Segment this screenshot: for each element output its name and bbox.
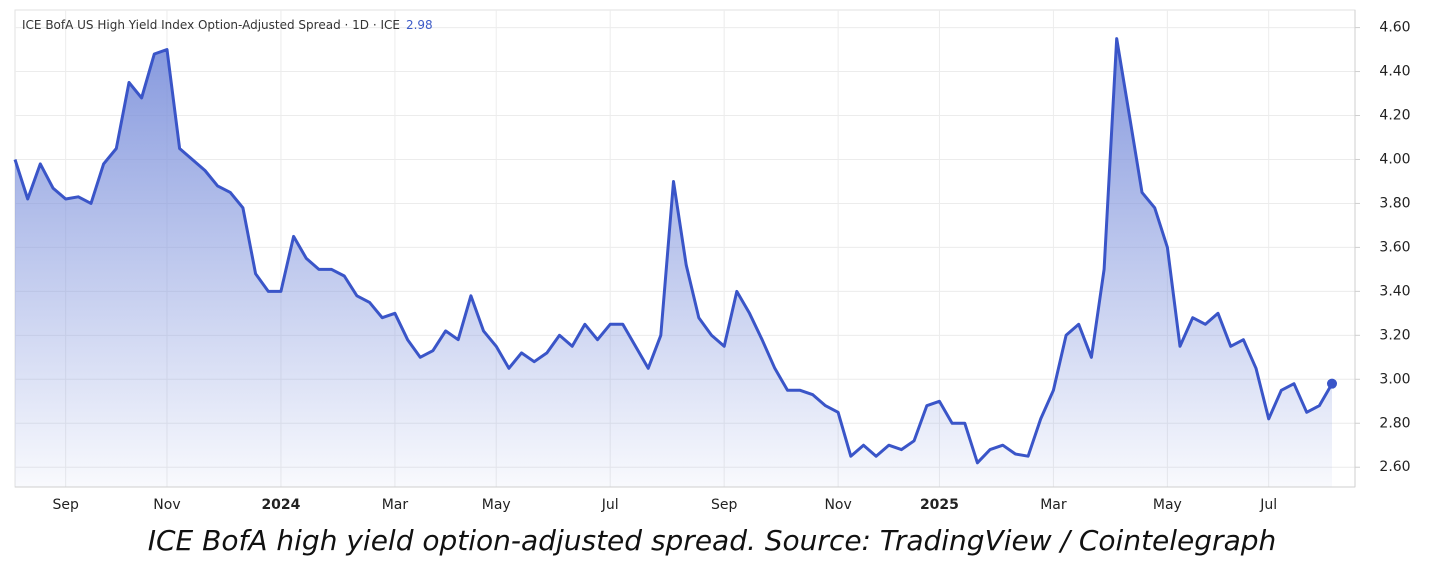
y-tick-label: 3.80 — [1379, 195, 1410, 211]
caption: ICE BofA high yield option-adjusted spre… — [148, 524, 1277, 557]
last-point — [1327, 378, 1337, 389]
y-tick-label: 4.20 — [1379, 108, 1410, 124]
y-tick-label: 2.80 — [1379, 415, 1410, 431]
chart-title: ICE BofA US High Yield Index Option-Adju… — [22, 18, 433, 32]
x-tick-label: 2024 — [261, 497, 300, 513]
x-tick-label: May — [1153, 497, 1182, 513]
x-tick-label: Nov — [153, 497, 180, 513]
y-tick-label: 3.40 — [1379, 283, 1410, 299]
x-tick-label: 2025 — [920, 497, 959, 513]
series-title: ICE BofA US High Yield Index Option-Adju… — [22, 18, 400, 32]
y-tick-label: 2.60 — [1379, 459, 1410, 475]
x-tick-label: Sep — [52, 497, 79, 513]
x-tick-label: Sep — [711, 497, 738, 513]
last-value: 2.98 — [406, 18, 433, 32]
x-tick-label: Nov — [824, 497, 851, 513]
line — [13, 37, 1334, 465]
x-tick-label: Mar — [382, 497, 409, 513]
y-tick-label: 3.20 — [1379, 327, 1410, 343]
y-tick-label: 3.60 — [1379, 239, 1410, 255]
x-tick-label: May — [482, 497, 511, 513]
y-tick-label: 3.00 — [1379, 371, 1410, 387]
y-tick-label: 4.00 — [1379, 151, 1410, 167]
y-tick-label: 4.60 — [1379, 20, 1410, 36]
area-fill — [15, 38, 1332, 487]
x-tick-label: Mar — [1040, 497, 1067, 513]
y-tick-label: 4.40 — [1379, 64, 1410, 80]
x-tick-label: Jul — [601, 497, 619, 513]
x-tick-label: Jul — [1259, 497, 1277, 513]
